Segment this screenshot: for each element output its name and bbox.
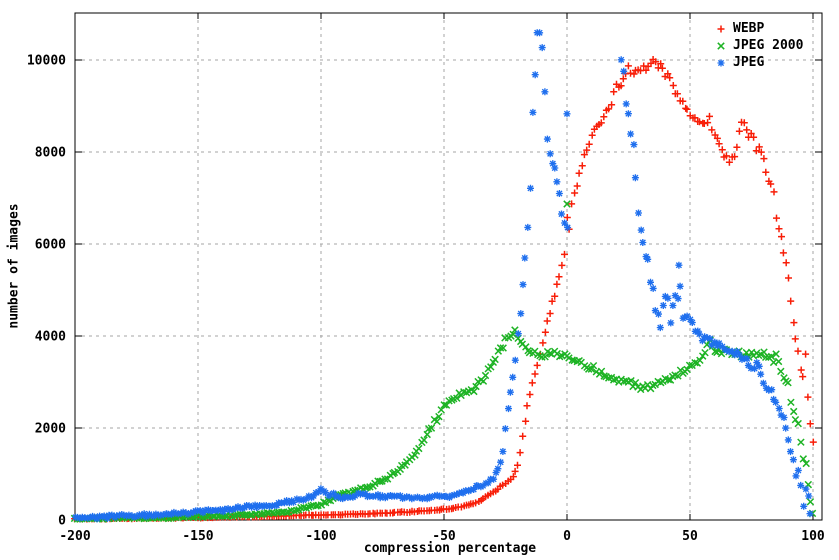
y-tick-label: 2000 [35, 422, 66, 437]
x-tick-label: -150 [182, 529, 213, 544]
x-axis-title: compression percentage [363, 541, 537, 556]
x-tick-label: 100 [801, 529, 825, 544]
plot-border [74, 12, 823, 521]
x-tick-label: -100 [305, 529, 336, 544]
legend-item-jpeg2000: JPEG 2000 [712, 37, 803, 54]
legend-label: WEBP [733, 21, 765, 36]
legend-item-jpeg: JPEG [712, 54, 803, 71]
cross-marker-icon [717, 41, 725, 50]
y-tick-label: 0 [58, 514, 66, 529]
legend-label: JPEG 2000 [733, 38, 804, 53]
series-jpeg-2000-points [70, 200, 817, 523]
legend: WEBP JPEG 2000 JPEG [712, 20, 803, 71]
plus-marker-icon [717, 25, 725, 32]
y-tick-labels: 0 2000 4000 6000 8000 10000 [27, 54, 66, 529]
gridlines [75, 13, 822, 520]
x-tick-label: 0 [563, 529, 571, 544]
y-tick-label: 8000 [35, 146, 66, 161]
legend-label: JPEG [733, 55, 765, 70]
series-jpeg-points [72, 29, 814, 523]
x-tick-label: -50 [432, 529, 456, 544]
star-marker-icon [717, 59, 725, 66]
x-tick-label: 50 [682, 529, 698, 544]
tick-marks [74, 13, 822, 521]
y-tick-label: 6000 [35, 238, 66, 253]
x-tick-labels: -200 -150 -100 -50 0 50 100 [59, 529, 825, 544]
legend-item-webp: WEBP [712, 20, 803, 37]
x-tick-label: -200 [59, 529, 90, 544]
y-tick-label: 10000 [27, 54, 66, 69]
y-axis-title: number of images [6, 203, 22, 329]
y-tick-label: 4000 [35, 330, 66, 345]
